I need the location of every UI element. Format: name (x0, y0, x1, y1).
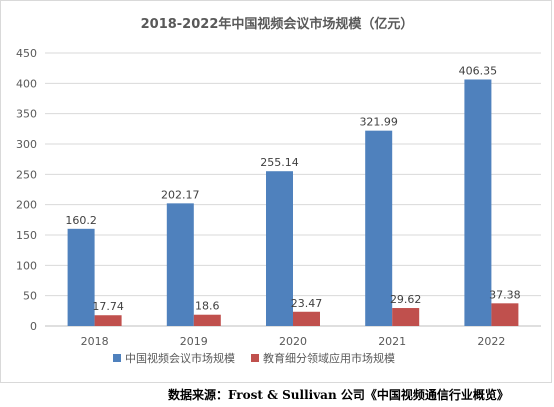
y-tick-label: 450 (16, 47, 37, 60)
y-tick-label: 350 (16, 108, 37, 121)
x-tick-label: 2018 (81, 335, 109, 348)
source-note: 数据来源：Frost & Sullivan 公司《中国视频通信行业概览》 (168, 388, 509, 402)
y-tick-label: 50 (23, 290, 37, 303)
bars: 160.2 17.74 202.17 18.6 255.14 23.47 321.99 29.… (65, 64, 521, 326)
data-label: 23.47 (291, 297, 323, 310)
y-tick-label: 100 (16, 259, 37, 272)
bar-education-2022 (491, 303, 519, 326)
chart-frame: 2018-2022年中国视频会议市场规模（亿元） 0 50 100 150 200 250… (0, 0, 552, 383)
legend-label: 教育细分领域应用市场规模 (263, 351, 395, 365)
bar-chart: 2018-2022年中国视频会议市场规模（亿元） 0 50 100 150 200 250… (16, 16, 541, 365)
x-tick-label: 2021 (378, 335, 406, 348)
data-label: 202.17 (161, 188, 200, 201)
data-label: 37.38 (489, 288, 521, 301)
bar-market-2021 (365, 130, 393, 326)
legend-label: 中国视频会议市场规模 (125, 351, 235, 365)
bar-market-2022 (464, 79, 492, 326)
y-tick-label: 300 (16, 138, 37, 151)
bar-education-2018 (94, 315, 122, 326)
x-tick-label: 2019 (180, 335, 208, 348)
legend: 中国视频会议市场规模 教育细分领域应用市场规模 (113, 351, 395, 365)
bar-education-2020 (293, 311, 320, 326)
chart-title: 2018-2022年中国视频会议市场规模（亿元） (141, 16, 414, 32)
y-tick-label: 0 (30, 320, 37, 333)
data-label: 29.62 (390, 293, 422, 306)
bar-market-2018 (67, 228, 95, 326)
data-label: 255.14 (260, 156, 299, 169)
y-tick-label: 200 (16, 199, 37, 212)
bar-education-2021 (392, 308, 420, 326)
data-label: 321.99 (359, 116, 398, 129)
legend-swatch-education (251, 354, 259, 362)
bar-market-2020 (266, 171, 293, 326)
x-tick-label: 2020 (279, 335, 307, 348)
data-label: 18.6 (195, 300, 220, 313)
data-label: 160.2 (65, 214, 97, 227)
bar-education-2019 (193, 314, 221, 326)
y-axis: 0 50 100 150 200 250 300 350 400 450 (16, 47, 37, 333)
y-tick-label: 150 (16, 229, 37, 242)
x-axis: 2018 2019 2020 2021 2022 (81, 335, 506, 348)
bar-market-2019 (166, 203, 194, 326)
x-tick-label: 2022 (477, 335, 505, 348)
y-tick-label: 250 (16, 168, 37, 181)
data-label: 17.74 (92, 300, 124, 313)
data-label: 406.35 (459, 64, 498, 77)
y-tick-label: 400 (16, 77, 37, 90)
legend-swatch-market (113, 354, 121, 362)
